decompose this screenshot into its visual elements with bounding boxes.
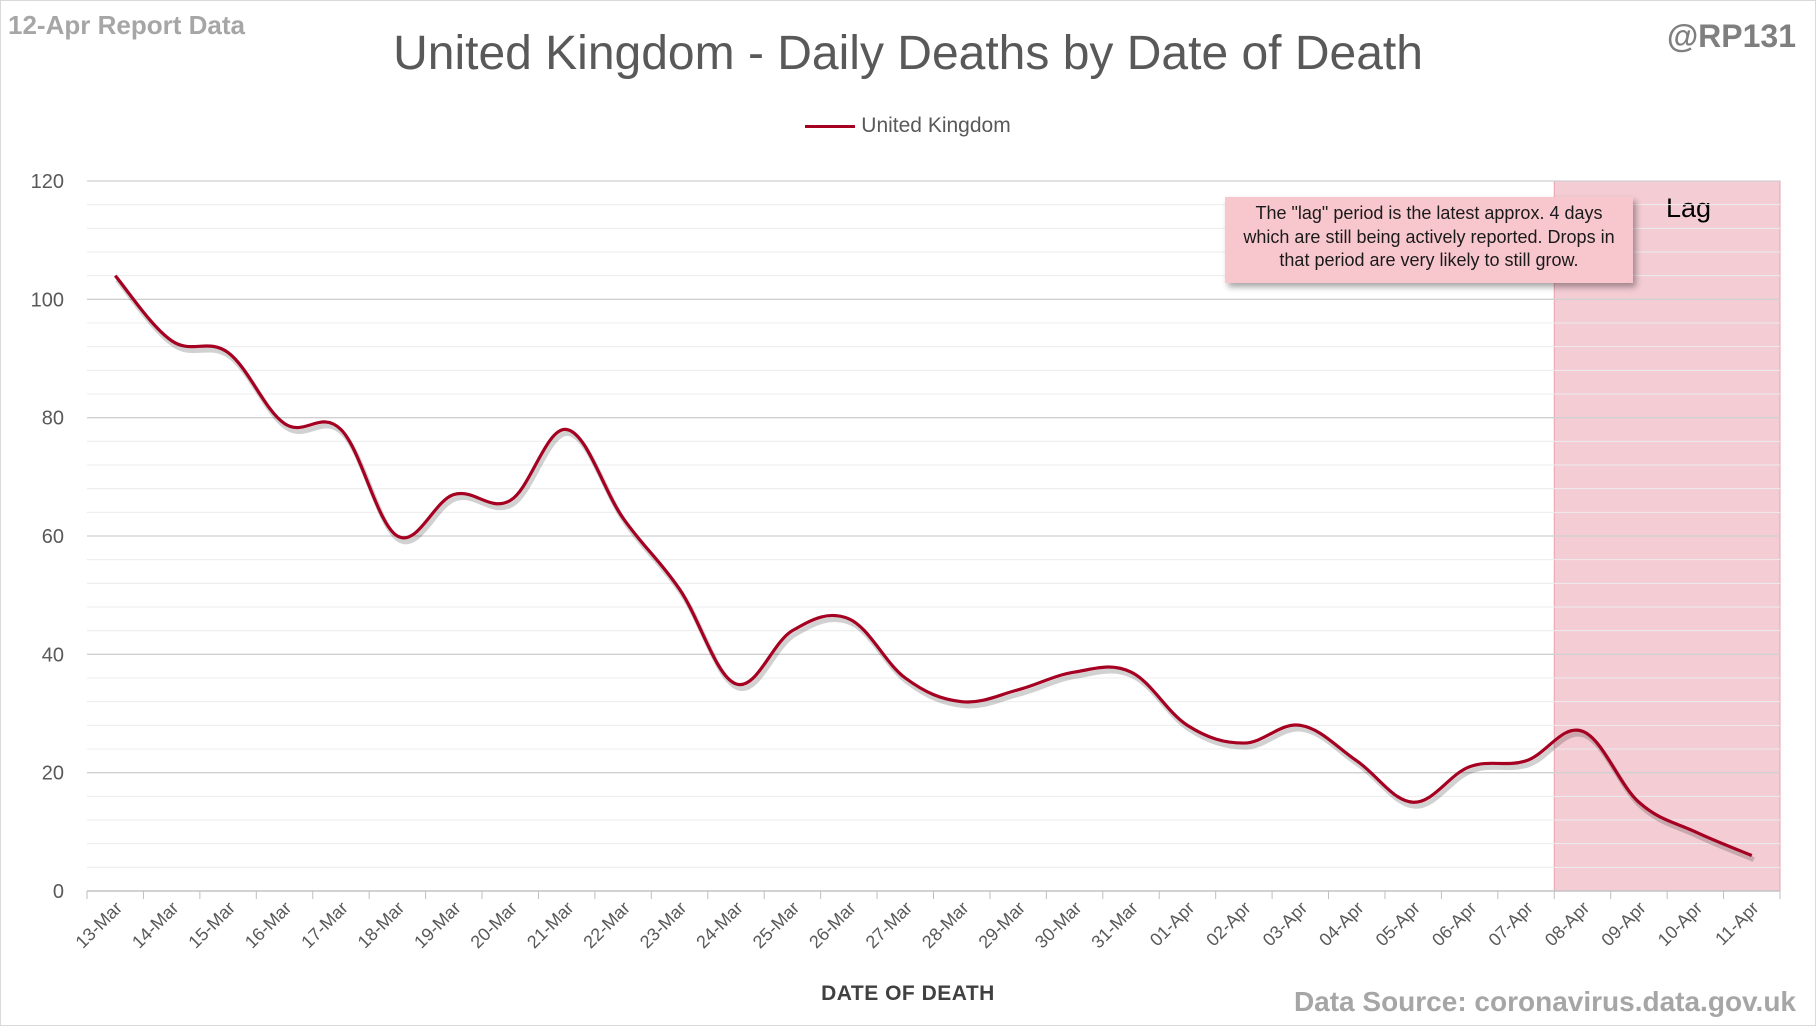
author-handle: @RP131	[1666, 18, 1796, 54]
x-tick-label: 09-Apr	[1597, 898, 1649, 950]
x-tick-label: 04-Apr	[1315, 898, 1367, 950]
data-point	[960, 700, 964, 704]
y-tick-label: 80	[42, 408, 64, 430]
y-tick-label: 120	[31, 171, 64, 193]
x-tick-label: 18-Mar	[354, 898, 408, 952]
data-point	[847, 617, 851, 621]
x-tick-label: 13-Mar	[72, 898, 126, 952]
x-tick-label: 11-Apr	[1711, 898, 1762, 949]
data-point	[1580, 729, 1584, 733]
x-tick-label: 22-Mar	[579, 898, 633, 952]
x-tick-label: 30-Mar	[1031, 898, 1085, 952]
y-tick-label: 100	[31, 289, 64, 311]
data-point	[1129, 670, 1133, 674]
series-line-united-kingdom	[114, 274, 1753, 857]
lag-label: Lag	[1666, 193, 1711, 223]
data-point	[621, 516, 625, 520]
x-tick-label: 19-Mar	[410, 898, 464, 952]
x-tick-label: 08-Apr	[1541, 898, 1593, 950]
x-tick-label: 05-Apr	[1372, 898, 1424, 950]
data-point	[1242, 741, 1246, 745]
data-source-label: Data Source: coronavirus.data.gov.uk	[1293, 986, 1796, 1017]
report-date-label: 12-Apr Report Data	[8, 10, 245, 40]
data-point	[1073, 670, 1077, 674]
x-tick-label: 16-Mar	[241, 898, 295, 952]
data-point	[734, 682, 738, 686]
data-point	[1411, 800, 1415, 804]
data-point	[339, 428, 343, 432]
x-tick-label: 07-Apr	[1485, 898, 1537, 950]
data-point	[395, 534, 399, 538]
x-tick-label: 15-Mar	[184, 898, 238, 952]
data-point	[1468, 765, 1472, 769]
x-tick-label: 01-Apr	[1146, 898, 1198, 950]
data-point	[1016, 688, 1020, 692]
data-point	[113, 274, 117, 278]
chart-title: United Kingdom - Daily Deaths by Date of…	[393, 27, 1423, 80]
data-point	[170, 339, 174, 343]
data-point	[1693, 830, 1697, 834]
data-point	[678, 587, 682, 591]
data-point	[1524, 759, 1528, 763]
data-point	[1750, 854, 1754, 858]
x-axis-title: DATE OF DEATH	[821, 982, 995, 1005]
data-point	[452, 493, 456, 497]
data-point	[226, 351, 230, 355]
x-tick-label: 02-Apr	[1202, 898, 1254, 950]
data-point	[903, 676, 907, 680]
y-tick-label: 0	[53, 881, 64, 903]
legend: United Kingdom	[0, 114, 1816, 138]
x-tick-label: 20-Mar	[467, 898, 521, 952]
x-tick-label: 06-Apr	[1428, 898, 1480, 950]
x-tick-label: 28-Mar	[918, 898, 972, 952]
data-point	[1185, 723, 1189, 727]
data-point	[508, 499, 512, 503]
legend-label: United Kingdom	[861, 114, 1011, 137]
lag-note-box: The "lag" period is the latest approx. 4…	[1225, 197, 1633, 283]
y-tick-label: 60	[42, 526, 64, 548]
x-tick-label: 27-Mar	[862, 898, 916, 952]
x-tick-label: 25-Mar	[749, 898, 803, 952]
data-point	[1355, 759, 1359, 763]
x-tick-label: 23-Mar	[636, 898, 690, 952]
x-tick-label: 31-Mar	[1087, 898, 1141, 952]
x-tick-label: 21-Mar	[523, 898, 577, 952]
x-tick-label: 10-Apr	[1654, 898, 1706, 950]
x-tick-label: 29-Mar	[975, 898, 1029, 952]
data-point	[565, 428, 569, 432]
x-tick-label: 24-Mar	[692, 898, 746, 952]
y-tick-label: 20	[42, 763, 64, 785]
y-tick-label: 40	[42, 644, 64, 666]
data-point	[283, 422, 287, 426]
data-point	[1637, 800, 1641, 804]
data-point	[1298, 723, 1302, 727]
x-tick-label: 26-Mar	[805, 898, 859, 952]
legend-swatch	[805, 124, 856, 128]
x-tick-label: 03-Apr	[1259, 898, 1311, 950]
data-point	[790, 629, 794, 633]
x-tick-label: 17-Mar	[297, 898, 351, 952]
x-tick-label: 14-Mar	[128, 898, 182, 952]
